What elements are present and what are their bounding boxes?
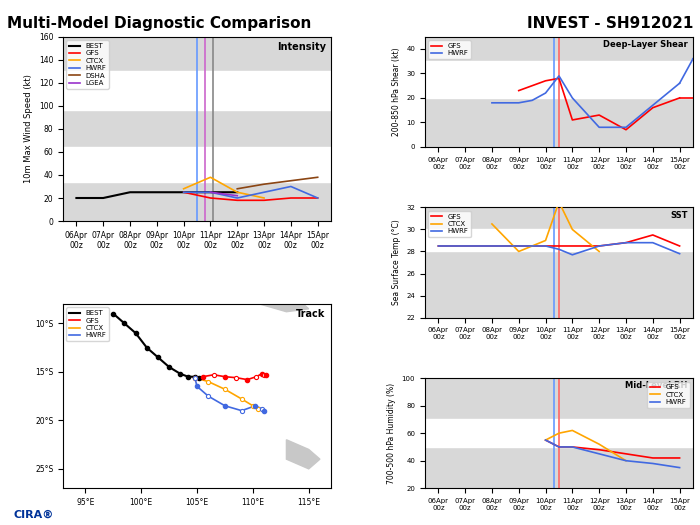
Legend: BEST, GFS, CTCX, HWRF: BEST, GFS, CTCX, HWRF xyxy=(66,308,109,341)
Bar xyxy=(63,148,331,182)
Text: Multi-Model Diagnostic Comparison: Multi-Model Diagnostic Comparison xyxy=(7,16,312,31)
Text: Mid-Level RH: Mid-Level RH xyxy=(625,382,687,391)
Text: Deep-Layer Shear: Deep-Layer Shear xyxy=(603,40,687,49)
Text: INVEST - SH912021: INVEST - SH912021 xyxy=(526,16,693,31)
Bar xyxy=(63,71,331,110)
Y-axis label: 700-500 hPa Humidity (%): 700-500 hPa Humidity (%) xyxy=(387,383,396,484)
Y-axis label: 200-850 hPa Shear (kt): 200-850 hPa Shear (kt) xyxy=(391,47,400,136)
Y-axis label: Sea Surface Temp (°C): Sea Surface Temp (°C) xyxy=(391,219,400,306)
Polygon shape xyxy=(197,287,309,312)
Bar xyxy=(425,229,693,251)
Bar xyxy=(425,419,693,447)
Legend: GFS, HWRF: GFS, HWRF xyxy=(428,40,471,59)
Polygon shape xyxy=(286,440,320,469)
Text: Track: Track xyxy=(296,310,326,320)
Legend: GFS, CTCX, HWRF: GFS, CTCX, HWRF xyxy=(428,211,471,237)
Text: Intensity: Intensity xyxy=(276,43,326,52)
Bar xyxy=(425,61,693,98)
Legend: BEST, GFS, CTCX, HWRF, DSHA, LGEA: BEST, GFS, CTCX, HWRF, DSHA, LGEA xyxy=(66,40,109,89)
Text: SST: SST xyxy=(670,211,687,220)
Y-axis label: 10m Max Wind Speed (kt): 10m Max Wind Speed (kt) xyxy=(25,75,33,183)
Text: CIRA®: CIRA® xyxy=(14,510,55,520)
Legend: GFS, CTCX, HWRF: GFS, CTCX, HWRF xyxy=(647,382,690,408)
